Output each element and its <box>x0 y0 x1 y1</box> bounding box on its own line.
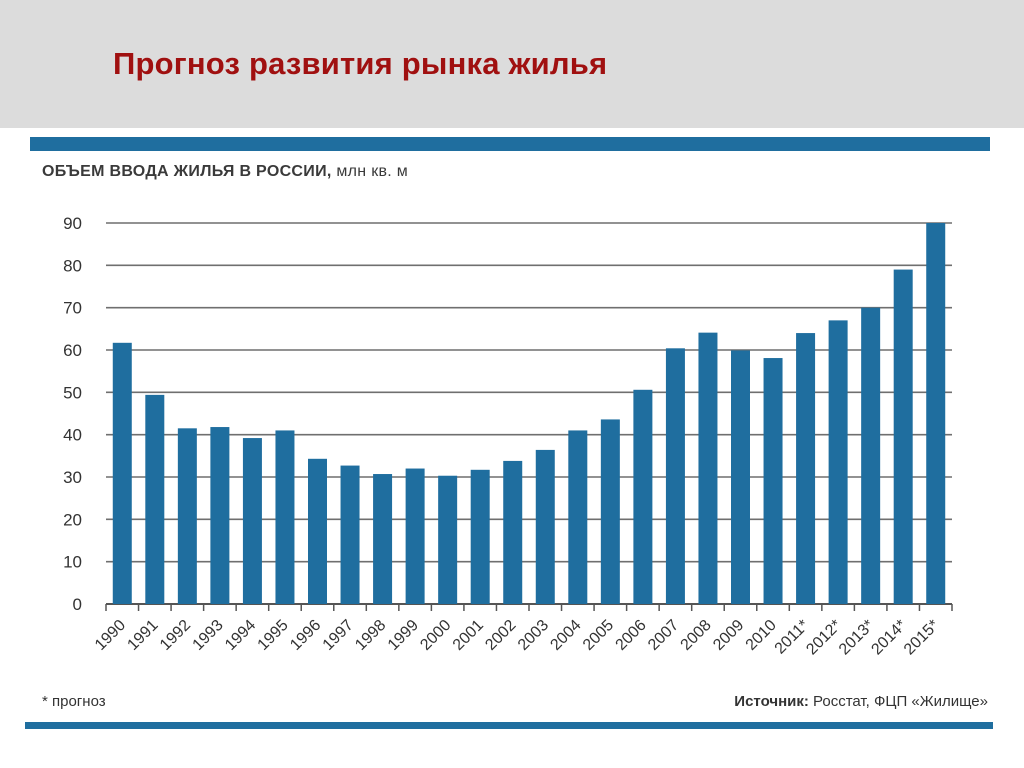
chart-title-text: ОБЪЕМ ВВОДА ЖИЛЬЯ В РОССИИ, <box>42 163 332 180</box>
bar <box>503 460 523 604</box>
bar <box>926 223 946 604</box>
y-tick-label: 60 <box>63 341 82 360</box>
bar <box>828 320 848 604</box>
x-tick-label: 1992 <box>157 617 194 654</box>
slide-title: Прогноз развития рынка жилья <box>113 46 608 81</box>
y-tick-label: 0 <box>73 595 82 614</box>
bar <box>242 438 262 604</box>
bar <box>796 333 816 604</box>
bar <box>600 419 620 604</box>
bar <box>373 474 393 604</box>
y-tick-label: 40 <box>63 426 82 445</box>
bar <box>112 342 132 604</box>
bar <box>633 389 653 604</box>
x-tick-label: 2005 <box>580 617 617 654</box>
bar <box>210 427 230 604</box>
x-tick-label: 1990 <box>92 617 129 654</box>
source-label: Источник: <box>734 693 809 710</box>
x-tick-label: 2003 <box>515 617 552 654</box>
x-tick-label: 2004 <box>547 617 584 654</box>
y-tick-label: 50 <box>63 383 82 402</box>
x-tick-label: 2008 <box>678 617 715 654</box>
bar <box>308 458 327 604</box>
forecast-footnote: * прогноз <box>42 693 106 710</box>
x-tick-label: 1995 <box>255 617 292 654</box>
bar <box>731 350 750 604</box>
y-tick-label: 90 <box>63 214 82 233</box>
bar <box>340 465 360 604</box>
x-tick-label: 1994 <box>222 617 259 654</box>
bar <box>763 358 783 604</box>
bar <box>177 428 197 604</box>
bar <box>275 430 295 604</box>
x-tick-label: 2012* <box>803 617 845 659</box>
source-text: Росстат, ФЦП «Жилище» <box>813 693 988 710</box>
bar <box>438 475 458 604</box>
bar <box>665 348 685 604</box>
bar <box>568 430 588 604</box>
bar <box>405 468 425 604</box>
top-rule <box>30 137 990 151</box>
x-tick-label: 2007 <box>645 617 682 654</box>
x-tick-label: 2014* <box>868 617 910 659</box>
chart-title: ОБЪЕМ ВВОДА ЖИЛЬЯ В РОССИИ, млн кв. м <box>42 163 408 181</box>
y-tick-label: 30 <box>63 468 82 487</box>
header-band: Прогноз развития рынка жилья <box>0 0 1024 128</box>
x-tick-label: 2011* <box>772 617 813 658</box>
x-tick-label: 1991 <box>124 617 161 654</box>
bar <box>470 469 490 604</box>
bar <box>698 332 718 604</box>
source-note: Источник: Росстат, ФЦП «Жилище» <box>734 693 988 710</box>
x-tick-label: 1999 <box>385 617 422 654</box>
y-tick-label: 20 <box>63 510 82 529</box>
x-tick-label: 1996 <box>287 617 324 654</box>
chart-unit: млн кв. м <box>336 163 409 180</box>
x-tick-label: 2000 <box>417 617 454 654</box>
bar <box>535 449 555 604</box>
bar <box>893 269 913 604</box>
bottom-rule <box>25 722 993 729</box>
x-tick-label: 2002 <box>482 617 519 654</box>
y-tick-label: 80 <box>63 256 82 275</box>
x-tick-label: 2015* <box>901 617 943 659</box>
x-tick-label: 2001 <box>450 617 487 654</box>
x-tick-label: 1993 <box>190 617 227 654</box>
bar <box>145 394 165 604</box>
y-tick-label: 70 <box>63 299 82 318</box>
bar <box>861 307 881 604</box>
x-tick-label: 2013* <box>836 617 878 659</box>
y-tick-label: 10 <box>63 553 82 572</box>
x-tick-label: 1997 <box>320 617 357 654</box>
x-tick-label: 2009 <box>710 617 747 654</box>
x-tick-label: 2006 <box>613 617 650 654</box>
x-tick-label: 1998 <box>352 617 389 654</box>
